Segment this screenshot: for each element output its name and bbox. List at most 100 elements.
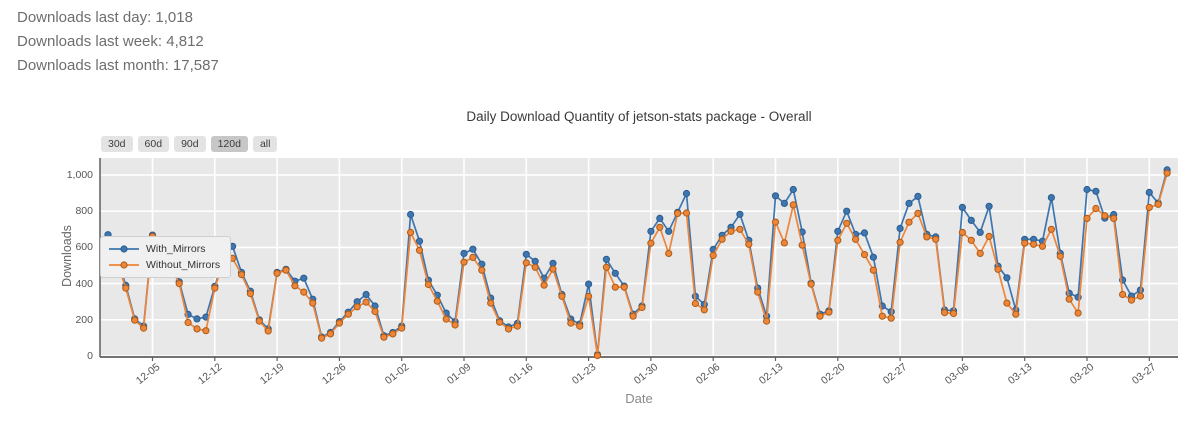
- data-point: [834, 236, 842, 244]
- data-point: [576, 322, 584, 330]
- data-point: [255, 317, 263, 325]
- data-point: [682, 209, 691, 217]
- data-point: [140, 324, 148, 332]
- range-button-90d[interactable]: 90d: [174, 136, 206, 152]
- data-point: [665, 227, 673, 235]
- data-point: [202, 327, 210, 335]
- data-point: [469, 245, 477, 253]
- data-point: [335, 319, 343, 327]
- data-point: [869, 253, 878, 261]
- series-markers-without_mirrors: [104, 169, 1171, 360]
- data-point: [736, 225, 744, 233]
- data-point: [451, 321, 459, 329]
- data-point: [1021, 239, 1029, 247]
- data-point: [967, 236, 975, 244]
- data-point: [1154, 200, 1162, 208]
- data-point: [211, 284, 219, 292]
- data-point: [300, 274, 308, 282]
- data-point: [300, 288, 308, 296]
- data-point: [976, 249, 984, 257]
- data-point: [487, 299, 495, 307]
- data-point: [620, 283, 628, 291]
- data-point: [834, 227, 842, 235]
- data-point: [994, 265, 1002, 273]
- data-point: [567, 319, 575, 327]
- data-point: [629, 312, 637, 320]
- data-point: [549, 265, 557, 273]
- data-point: [780, 199, 789, 207]
- data-point: [602, 263, 611, 271]
- data-point: [949, 309, 958, 318]
- data-point: [264, 327, 272, 335]
- data-point: [1101, 212, 1109, 220]
- data-point: [1047, 194, 1056, 202]
- data-point: [709, 251, 717, 259]
- data-point: [745, 240, 753, 248]
- data-point: [736, 210, 744, 218]
- data-point: [611, 283, 619, 291]
- data-point: [522, 259, 530, 267]
- range-button-120d[interactable]: 120d: [210, 136, 248, 152]
- data-point: [585, 292, 593, 300]
- chart-title: Daily Download Quantity of jetson-stats …: [466, 109, 812, 124]
- data-point: [682, 189, 691, 198]
- data-point: [1047, 225, 1056, 233]
- data-point: [958, 203, 967, 211]
- range-button-60d[interactable]: 60d: [137, 136, 170, 152]
- x-axis-title: Date: [625, 391, 653, 406]
- data-point: [122, 284, 130, 292]
- data-point: [246, 290, 254, 298]
- data-point: [1110, 214, 1118, 222]
- data-point: [843, 219, 851, 227]
- data-point: [656, 214, 664, 222]
- legend-item-without_mirrors[interactable]: Without_Mirrors: [109, 257, 220, 273]
- data-point: [860, 251, 869, 259]
- data-point: [985, 202, 993, 210]
- data-point: [905, 218, 913, 226]
- data-point: [932, 235, 940, 243]
- legend-line-marker-icon: [109, 261, 139, 269]
- data-point: [914, 192, 922, 200]
- data-point: [380, 333, 388, 341]
- data-point: [184, 318, 192, 327]
- data-point: [771, 192, 780, 200]
- data-point: [460, 258, 468, 266]
- y-tick-label: 600: [75, 241, 93, 254]
- data-point: [976, 228, 984, 236]
- data-point: [958, 228, 967, 236]
- data-point: [1074, 309, 1082, 317]
- data-point: [1065, 295, 1073, 303]
- data-point: [469, 253, 477, 261]
- data-point: [941, 309, 949, 317]
- data-point: [193, 325, 201, 333]
- stat-last-month: Downloads last month: 17,587: [17, 57, 219, 74]
- data-point: [825, 308, 833, 316]
- data-point: [1003, 299, 1011, 307]
- data-point: [771, 218, 780, 226]
- data-point: [638, 303, 646, 312]
- data-point: [869, 266, 878, 274]
- data-point: [237, 271, 246, 279]
- data-point: [780, 239, 789, 247]
- data-point: [754, 288, 762, 296]
- data-point: [593, 352, 602, 360]
- data-point: [985, 232, 993, 240]
- data-point: [727, 227, 735, 235]
- y-tick-label: 200: [75, 313, 93, 326]
- data-point: [647, 239, 655, 247]
- data-point: [478, 266, 486, 274]
- data-point: [611, 269, 619, 277]
- data-point: [558, 292, 566, 300]
- data-point: [602, 255, 611, 263]
- data-point: [531, 257, 539, 265]
- data-point: [1136, 292, 1145, 300]
- data-point: [1003, 274, 1011, 282]
- data-point: [647, 227, 655, 235]
- legend-item-with_mirrors[interactable]: With_Mirrors: [109, 241, 220, 257]
- y-tick-label: 1,000: [66, 169, 93, 181]
- data-point: [816, 312, 824, 320]
- legend-label: Without_Mirrors: [146, 259, 221, 271]
- range-button-30d[interactable]: 30d: [101, 136, 133, 152]
- range-button-all[interactable]: all: [252, 136, 278, 152]
